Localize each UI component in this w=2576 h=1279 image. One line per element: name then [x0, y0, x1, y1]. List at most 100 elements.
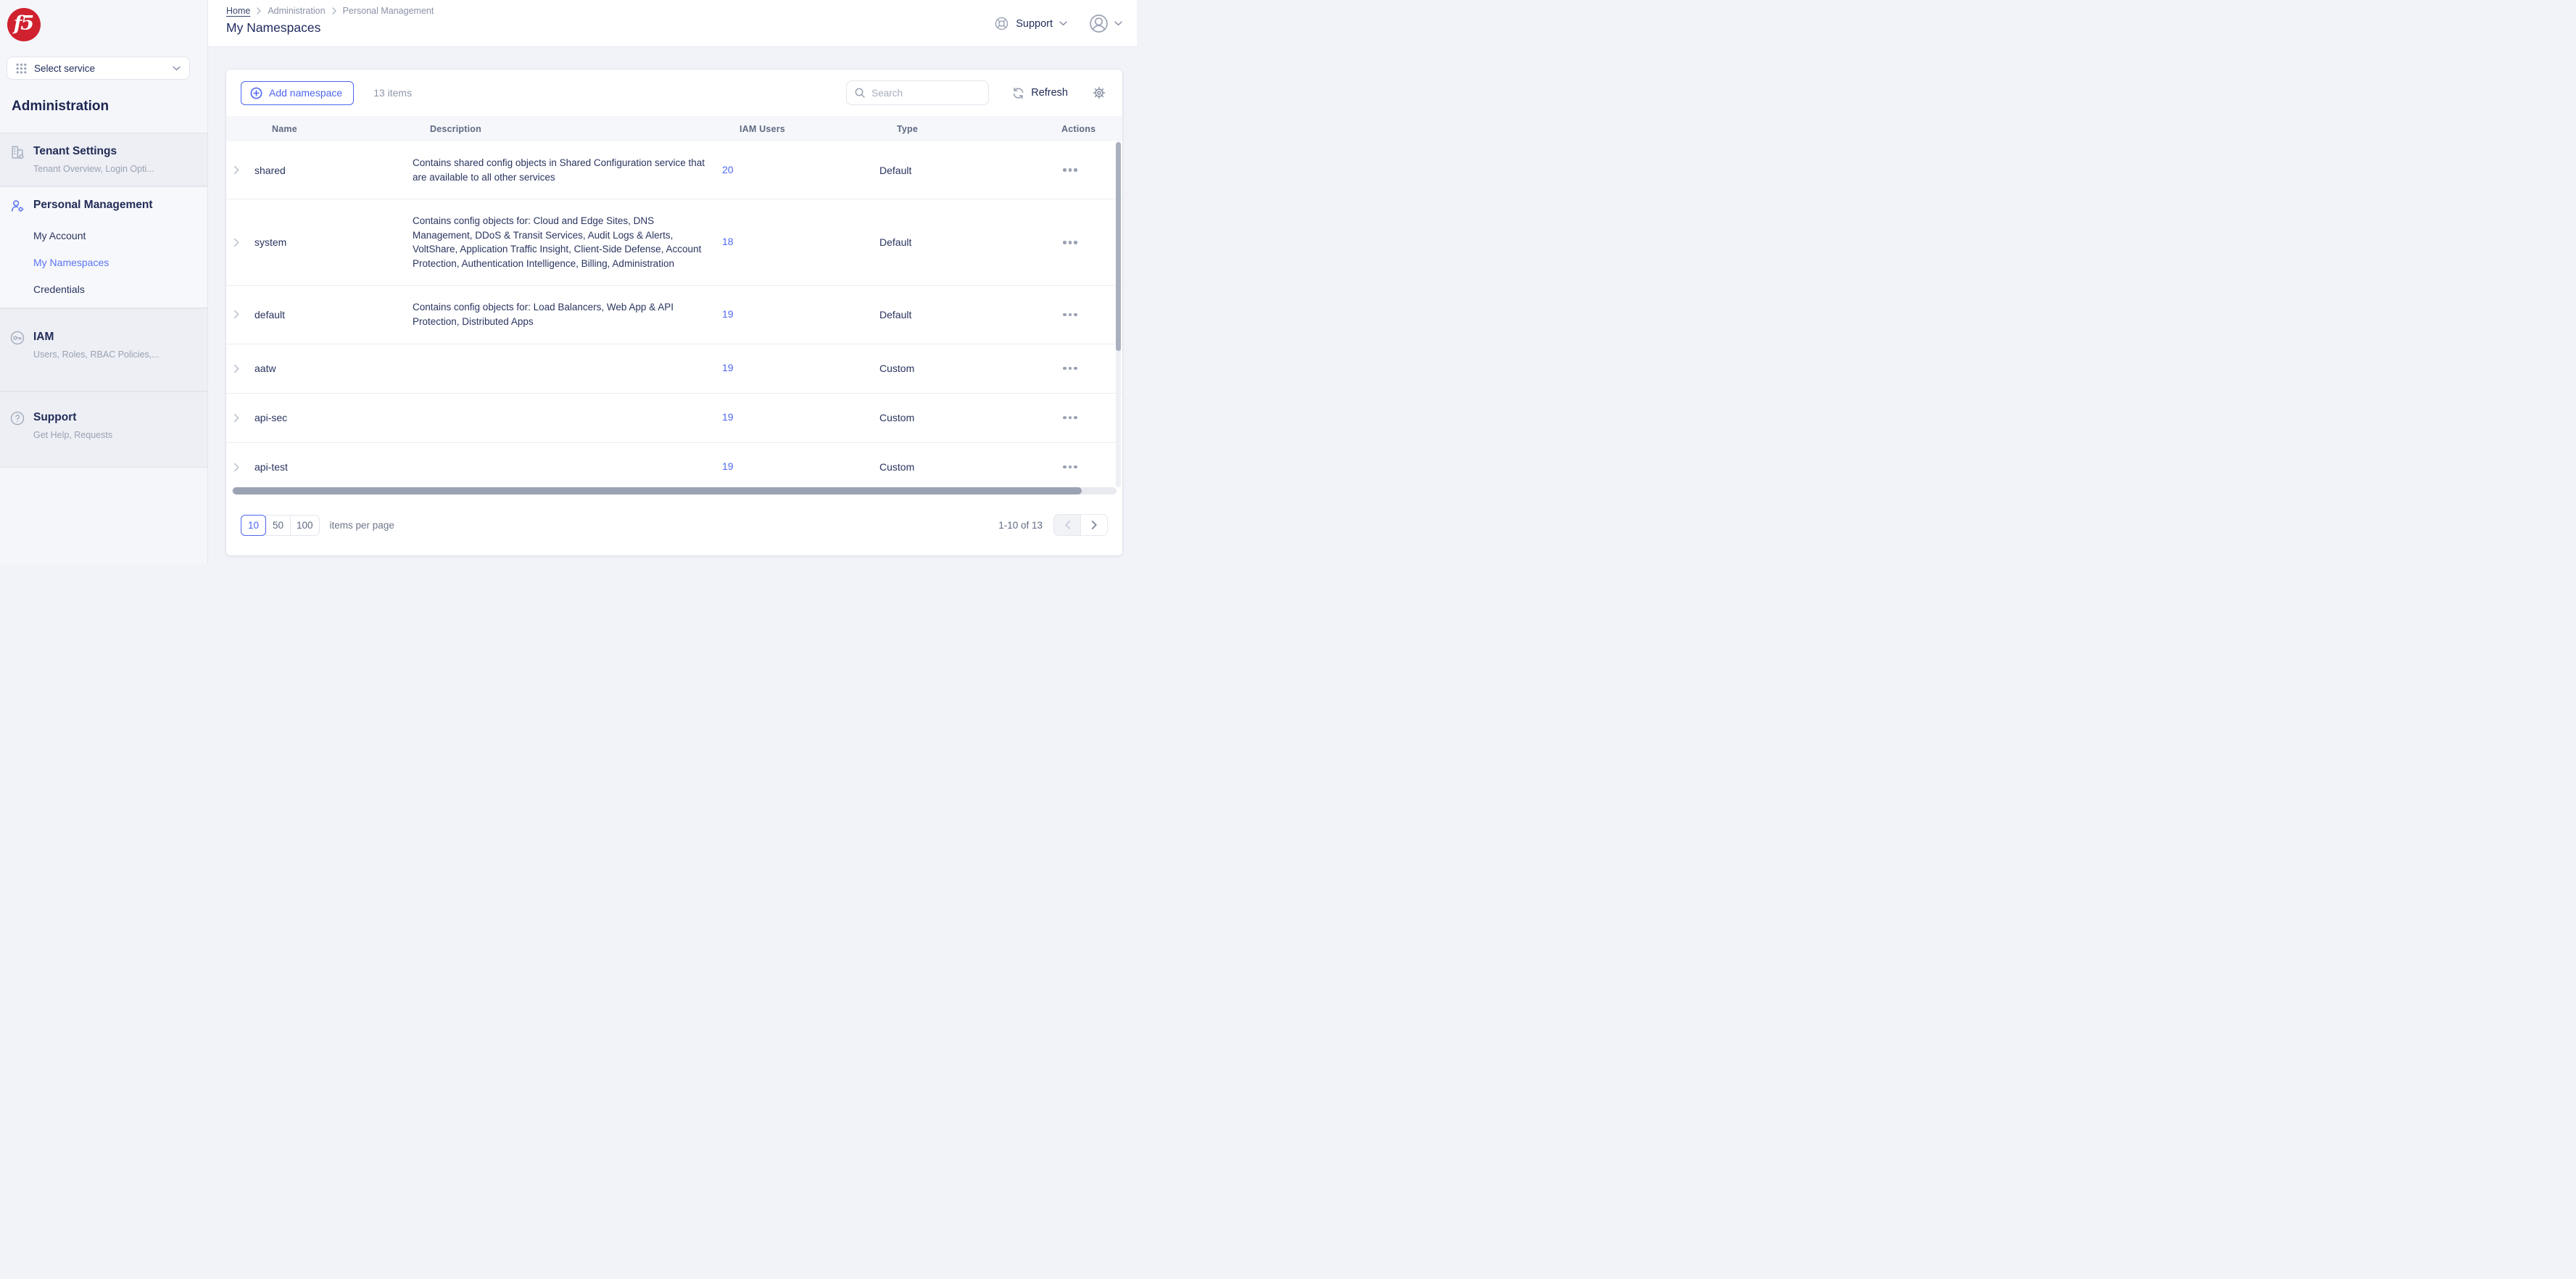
grid-icon	[16, 63, 27, 74]
vertical-scrollbar[interactable]	[1116, 141, 1121, 487]
namespace-actions-cell	[1044, 165, 1096, 175]
app-root: f5 Select service Administration	[0, 0, 1137, 564]
chevron-right-icon[interactable]	[226, 413, 254, 423]
page-size-100-button[interactable]: 100	[290, 514, 320, 536]
horizontal-scrollbar-thumb[interactable]	[233, 487, 1082, 494]
sidebar-item-personal-management[interactable]: Personal Management	[9, 199, 197, 214]
sidebar-group-personal-management: Personal Management My Account My Namesp…	[0, 186, 207, 308]
account-menu[interactable]	[1089, 14, 1122, 33]
support-menu[interactable]: Support	[994, 16, 1067, 31]
sidebar-item-my-namespaces[interactable]: My Namespaces	[33, 257, 109, 268]
namespace-name: system	[254, 236, 287, 249]
page-title: My Namespaces	[226, 20, 321, 35]
namespace-type: Default	[879, 236, 912, 249]
chevron-down-icon	[173, 66, 181, 71]
main-area: Home Administration Personal Management …	[208, 0, 1137, 564]
ellipsis-icon[interactable]	[1061, 463, 1079, 472]
refresh-label: Refresh	[1031, 87, 1068, 99]
page-size-50-button[interactable]: 50	[265, 514, 291, 536]
table-row: system Contains config objects for: Clou…	[226, 199, 1122, 286]
namespace-iam-users-cell: 18	[722, 236, 879, 249]
chevron-down-icon	[1059, 21, 1067, 26]
lifebuoy-icon	[994, 16, 1009, 31]
ellipsis-icon[interactable]	[1061, 238, 1079, 247]
breadcrumb-home[interactable]: Home	[226, 6, 251, 16]
table-row: api-sec 19 Custom	[226, 394, 1122, 443]
iam-users-link[interactable]: 20	[722, 163, 734, 175]
person-gear-icon	[9, 198, 25, 214]
chevron-right-icon[interactable]	[226, 463, 254, 472]
user-avatar-icon	[1089, 14, 1109, 33]
breadcrumb-personal-management[interactable]: Personal Management	[342, 6, 434, 16]
chevron-down-icon	[1114, 21, 1122, 26]
namespace-type: Default	[879, 308, 912, 320]
building-gear-icon	[9, 144, 25, 160]
pagination-bar: 10 50 100 items per page 1-10 of 13	[226, 494, 1122, 555]
namespace-iam-users-cell: 19	[722, 308, 879, 321]
vertical-scrollbar-thumb[interactable]	[1116, 142, 1121, 351]
namespace-iam-users-cell: 19	[722, 411, 879, 424]
pager-buttons	[1053, 514, 1108, 536]
namespace-name: shared	[254, 164, 286, 176]
select-service-dropdown[interactable]: Select service	[7, 57, 190, 80]
search-input[interactable]	[871, 87, 974, 99]
horizontal-scrollbar[interactable]	[232, 487, 1117, 494]
namespace-actions-cell	[1044, 413, 1096, 423]
table-row: api-test 19 Custom	[226, 443, 1122, 488]
table-row: default Contains config objects for: Loa…	[226, 286, 1122, 344]
sidebar-support-label: Support	[33, 411, 77, 423]
items-count: 13 items	[373, 87, 413, 99]
chevron-right-icon[interactable]	[226, 310, 254, 319]
f5-logo[interactable]: f5	[7, 8, 41, 41]
table-toolbar: Add namespace 13 items	[226, 70, 1122, 116]
select-service-label: Select service	[34, 62, 96, 74]
namespace-type: Custom	[879, 363, 915, 374]
namespace-name: aatw	[254, 363, 276, 374]
sidebar-item-credentials[interactable]: Credentials	[33, 283, 85, 295]
ellipsis-icon[interactable]	[1061, 165, 1079, 175]
sidebar-item-my-account[interactable]: My Account	[33, 230, 86, 241]
breadcrumb: Home Administration Personal Management	[226, 6, 1137, 16]
namespace-type: Custom	[879, 412, 915, 423]
namespace-description: Contains shared config objects in Shared…	[413, 157, 705, 183]
chevron-right-icon[interactable]	[226, 238, 254, 247]
iam-users-link[interactable]: 19	[722, 362, 734, 373]
sidebar-iam-sublabel: Users, Roles, RBAC Policies,...	[33, 349, 160, 360]
iam-users-link[interactable]: 18	[722, 236, 734, 248]
namespace-name: default	[254, 308, 286, 320]
namespace-iam-users-cell: 19	[722, 362, 879, 375]
iam-users-link[interactable]: 19	[722, 307, 734, 320]
page-size-10-button[interactable]: 10	[241, 514, 266, 536]
key-circle-icon	[9, 330, 25, 346]
namespace-iam-users-cell: 20	[722, 164, 879, 177]
sidebar-item-tenant-settings[interactable]: Tenant Settings Tenant Overview, Login O…	[0, 133, 207, 186]
refresh-icon	[1012, 87, 1024, 99]
gear-icon[interactable]	[1093, 86, 1106, 99]
namespace-actions-cell	[1044, 310, 1096, 320]
next-page-button[interactable]	[1080, 514, 1108, 536]
table-row: shared Contains shared config objects in…	[226, 141, 1122, 200]
ellipsis-icon[interactable]	[1061, 310, 1079, 320]
sidebar-item-support[interactable]: Support Get Help, Requests	[0, 392, 207, 468]
table-row: aatw 19 Custom	[226, 344, 1122, 394]
ellipsis-icon[interactable]	[1061, 364, 1079, 373]
namespace-description: Contains config objects for: Load Balanc…	[413, 302, 674, 327]
chevron-right-icon[interactable]	[226, 364, 254, 373]
breadcrumb-administration[interactable]: Administration	[268, 6, 326, 16]
sidebar-personal-management-label: Personal Management	[33, 199, 153, 211]
sidebar-item-iam[interactable]: IAM Users, Roles, RBAC Policies,...	[0, 308, 207, 392]
iam-users-link[interactable]: 19	[722, 460, 734, 472]
chevron-right-icon[interactable]	[226, 165, 254, 175]
add-namespace-button[interactable]: Add namespace	[241, 80, 355, 105]
add-namespace-label: Add namespace	[269, 87, 343, 99]
table-body: shared Contains shared config objects in…	[226, 141, 1122, 487]
iam-users-link[interactable]: 19	[722, 411, 734, 423]
sidebar: f5 Select service Administration	[0, 0, 208, 564]
plus-circle-icon	[250, 87, 262, 99]
ellipsis-icon[interactable]	[1061, 413, 1079, 423]
namespace-name: api-sec	[254, 412, 288, 423]
previous-page-button[interactable]	[1053, 514, 1081, 536]
refresh-button[interactable]: Refresh	[1012, 87, 1068, 99]
namespaces-card: Add namespace 13 items	[226, 70, 1122, 555]
column-header-type: Type	[897, 123, 919, 134]
